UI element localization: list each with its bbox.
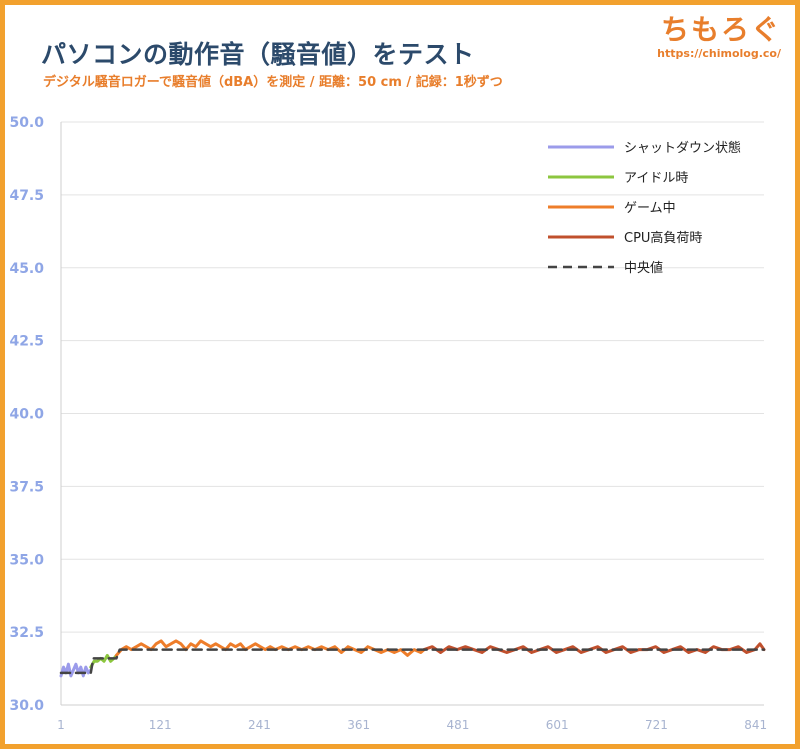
legend-label: シャットダウン状態 (624, 140, 741, 156)
legend-label: ゲーム中 (624, 201, 676, 216)
y-tick-label: 47.5 (9, 188, 44, 204)
chart-subtitle: デジタル騒音ロガーで騒音値（dBA）を測定 / 距離：50 cm / 記録：1秒… (43, 75, 503, 90)
chart-title: パソコンの動作音（騒音値）をテスト (41, 40, 475, 69)
y-tick-label: 32.5 (9, 625, 44, 641)
y-tick-label: 35.0 (9, 552, 44, 568)
y-tick-label: 50.0 (9, 115, 44, 131)
brand-logo: ちもろぐ https://chimolog.co/ (657, 13, 781, 61)
y-tick-label: 37.5 (9, 479, 44, 495)
x-tick-label: 121 (149, 718, 172, 732)
series-line (59, 648, 766, 675)
series-line (422, 642, 766, 654)
legend-label: 中央値 (624, 260, 663, 276)
series-lines (59, 639, 766, 678)
axes: 30.0 32.5 35.0 37.5 40.0 42.5 45.0 47.5 50.0 1 121… (9, 115, 767, 732)
x-tick-label: 361 (347, 718, 370, 732)
series-line (114, 639, 426, 657)
x-tick-label: 1 (57, 718, 65, 732)
y-tick-label: 42.5 (9, 334, 44, 350)
y-tick-label: 45.0 (9, 261, 44, 277)
legend-label: CPU高負荷時 (624, 230, 702, 246)
y-tick-label: 40.0 (9, 407, 44, 423)
x-tick-label: 841 (744, 718, 767, 732)
x-tick-label: 601 (546, 718, 569, 732)
y-tick-label: 30.0 (9, 698, 44, 714)
x-tick-label: 241 (248, 718, 271, 732)
legend-label: アイドル時 (624, 171, 688, 186)
brand-url: https://chimolog.co/ (657, 47, 781, 60)
x-tick-label: 481 (447, 718, 470, 732)
brand-name: ちもろぐ (660, 13, 781, 46)
x-tick-label: 721 (645, 718, 668, 732)
